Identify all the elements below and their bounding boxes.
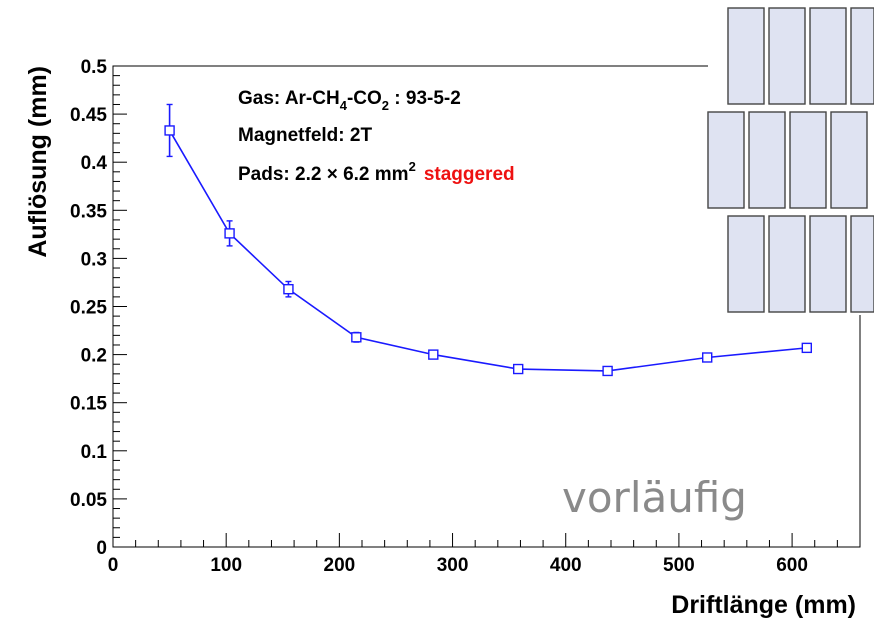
y-tick-label: 0.5	[81, 57, 108, 78]
pad-rect	[809, 7, 847, 105]
staggered-label: staggered	[424, 164, 515, 185]
pad-rect	[830, 111, 868, 209]
x-tick-label: 0	[108, 555, 119, 576]
data-series	[164, 103, 813, 377]
pad-rect	[768, 215, 806, 313]
data-point	[512, 363, 524, 375]
axis-tick-labels: 0 100 200 300 400 500 600 0 0.05 0.1 0.15 0.2 0.25 0.…	[70, 57, 808, 576]
y-tick-label: 0.15	[70, 394, 107, 415]
pads-annotation: Pads: 2.2 × 6.2 mm2 staggered	[238, 159, 515, 185]
gas-annotation: Gas: Ar-CH4-CO2 : 93-5-2	[238, 88, 461, 113]
x-axis-title: Driftlänge (mm)	[671, 591, 856, 618]
y-tick-label: 0.35	[70, 201, 107, 222]
data-point	[602, 365, 613, 377]
pad-rect	[707, 111, 745, 209]
y-axis-title: Auflösung (mm)	[24, 66, 52, 258]
data-point	[351, 332, 362, 343]
staggered-pad-layout-icon	[707, 3, 874, 315]
data-point	[428, 349, 439, 360]
data-point	[702, 352, 713, 363]
y-tick-label: 0.1	[81, 442, 108, 463]
y-tick-label: 0.4	[81, 153, 108, 174]
data-point	[801, 342, 813, 354]
pad-rect	[850, 215, 874, 313]
pad-rect	[789, 111, 827, 209]
x-tick-label: 500	[663, 555, 695, 576]
axis-ticks	[112, 65, 861, 548]
data-point	[283, 283, 294, 295]
y-tick-label: 0	[96, 538, 107, 559]
x-tick-label: 600	[776, 555, 808, 576]
magnet-annotation: Magnetfeld: 2T	[238, 125, 372, 146]
y-tick-label: 0.25	[70, 298, 107, 319]
pad-rect	[809, 215, 847, 313]
x-tick-label: 100	[210, 555, 242, 576]
y-tick-label: 0.05	[70, 490, 107, 511]
pad-rect	[768, 7, 806, 105]
x-tick-label: 400	[550, 555, 582, 576]
pad-rect	[727, 7, 765, 105]
pad-rect	[850, 7, 874, 105]
data-point	[164, 125, 175, 136]
pad-rect	[748, 111, 786, 209]
x-tick-label: 300	[437, 555, 469, 576]
preliminary-watermark: vorläufig	[562, 473, 747, 522]
y-tick-label: 0.45	[70, 105, 107, 126]
y-tick-label: 0.3	[81, 249, 107, 270]
y-tick-label: 0.2	[81, 346, 107, 367]
x-tick-label: 200	[324, 555, 356, 576]
data-point	[224, 228, 235, 239]
pad-rect	[727, 215, 765, 313]
